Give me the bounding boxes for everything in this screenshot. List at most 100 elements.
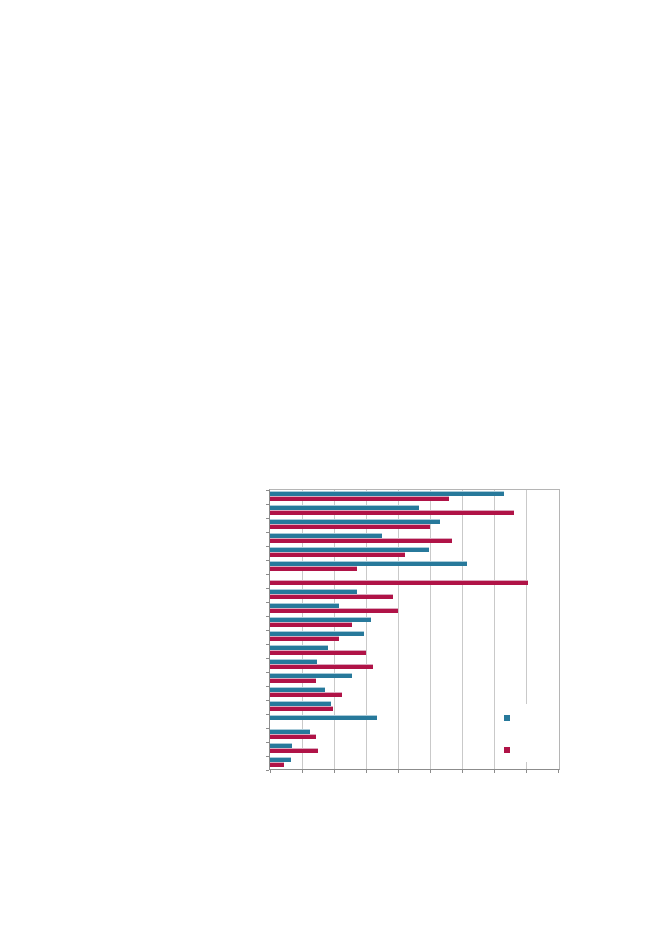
y-axis-tick bbox=[266, 770, 269, 771]
bar-series-2 bbox=[270, 552, 405, 557]
category-row bbox=[270, 616, 559, 630]
y-axis-tick bbox=[266, 588, 269, 589]
bar-series-2 bbox=[270, 748, 319, 753]
legend-swatch bbox=[504, 747, 510, 753]
legend-swatch bbox=[504, 715, 510, 721]
category-row bbox=[270, 546, 559, 560]
y-axis-tick bbox=[266, 532, 269, 533]
bar-series-2 bbox=[270, 678, 316, 683]
y-axis-tick bbox=[266, 560, 269, 561]
gridline bbox=[462, 490, 464, 769]
bar-series-2 bbox=[270, 608, 398, 613]
category-row bbox=[270, 742, 559, 756]
y-axis-tick bbox=[266, 756, 269, 757]
bar-series-1 bbox=[270, 701, 332, 706]
y-axis-tick bbox=[266, 644, 269, 645]
bar-series-1 bbox=[270, 743, 293, 748]
category-row bbox=[270, 672, 559, 686]
y-axis-tick bbox=[266, 504, 269, 505]
category-row bbox=[270, 756, 559, 770]
bar-series-2 bbox=[270, 524, 431, 529]
bar-series-2 bbox=[270, 496, 450, 501]
bar-series-2 bbox=[270, 692, 342, 697]
y-axis-tick bbox=[266, 630, 269, 631]
y-axis-tick bbox=[266, 602, 269, 603]
bar-series-1 bbox=[270, 673, 352, 678]
gridline bbox=[494, 490, 496, 769]
category-row bbox=[270, 518, 559, 532]
category-row bbox=[270, 560, 559, 574]
category-row bbox=[270, 686, 559, 700]
bar-series-1 bbox=[270, 547, 429, 552]
bar-series-1 bbox=[270, 687, 326, 692]
x-axis-tick bbox=[558, 770, 559, 773]
legend-entry bbox=[504, 747, 551, 753]
gridline bbox=[430, 490, 432, 769]
x-axis-tick bbox=[365, 770, 367, 773]
y-axis-tick bbox=[266, 672, 269, 673]
bar-series-2 bbox=[270, 650, 366, 655]
bar-series-1 bbox=[270, 659, 317, 664]
y-axis-tick bbox=[266, 728, 269, 729]
y-axis-tick bbox=[266, 574, 269, 575]
bar-series-1 bbox=[270, 533, 382, 538]
category-row bbox=[270, 602, 559, 616]
legend bbox=[499, 704, 556, 762]
category-row bbox=[270, 630, 559, 644]
y-axis-tick bbox=[266, 742, 269, 743]
y-axis-tick bbox=[266, 658, 269, 659]
gridline bbox=[365, 490, 367, 769]
y-axis-tick bbox=[266, 686, 269, 687]
x-axis-tick bbox=[526, 770, 528, 773]
bar-series-1 bbox=[270, 519, 440, 524]
category-row bbox=[270, 700, 559, 714]
category-row bbox=[270, 644, 559, 658]
bar-series-1 bbox=[270, 603, 340, 608]
bar-series-1 bbox=[270, 617, 372, 622]
x-axis-tick bbox=[494, 770, 496, 773]
y-axis-tick bbox=[266, 490, 269, 491]
y-axis-tick bbox=[266, 616, 269, 617]
x-axis-tick bbox=[269, 770, 271, 773]
bar-series-1 bbox=[270, 645, 329, 650]
bar-series-1 bbox=[270, 729, 311, 734]
bar-series-1 bbox=[270, 589, 357, 594]
category-row bbox=[270, 532, 559, 546]
category-row bbox=[270, 728, 559, 742]
bar-series-1 bbox=[270, 491, 505, 496]
x-axis-tick bbox=[333, 770, 335, 773]
bar-series-2 bbox=[270, 622, 352, 627]
gridline bbox=[397, 490, 399, 769]
y-axis-tick bbox=[266, 700, 269, 701]
category-row bbox=[270, 588, 559, 602]
y-axis-tick bbox=[266, 518, 269, 519]
bar-series-1 bbox=[270, 561, 468, 566]
bar-series-1 bbox=[270, 631, 364, 636]
gridline bbox=[301, 490, 303, 769]
y-axis-tick bbox=[266, 546, 269, 547]
bar-series-2 bbox=[270, 664, 373, 669]
legend-entry bbox=[504, 715, 551, 721]
x-axis-tick bbox=[301, 770, 303, 773]
bar-series-1 bbox=[270, 715, 378, 720]
x-axis-tick bbox=[397, 770, 399, 773]
plot-area bbox=[266, 489, 560, 773]
gridline bbox=[333, 490, 335, 769]
category-row bbox=[270, 504, 559, 518]
category-row bbox=[270, 714, 559, 728]
bar-series-2 bbox=[270, 594, 394, 599]
bar-series-2 bbox=[270, 580, 528, 585]
bar-series-2 bbox=[270, 566, 357, 571]
bar-series-1 bbox=[270, 757, 291, 762]
bar-series-2 bbox=[270, 734, 316, 739]
category-row bbox=[270, 574, 559, 588]
category-row bbox=[270, 490, 559, 504]
x-axis-tick bbox=[430, 770, 432, 773]
bar-series-1 bbox=[270, 505, 419, 510]
bar-series-2 bbox=[270, 762, 285, 767]
bar-series-2 bbox=[270, 706, 333, 711]
bar-series-2 bbox=[270, 538, 453, 543]
x-axis-tick bbox=[462, 770, 464, 773]
bar-series-2 bbox=[270, 636, 340, 641]
